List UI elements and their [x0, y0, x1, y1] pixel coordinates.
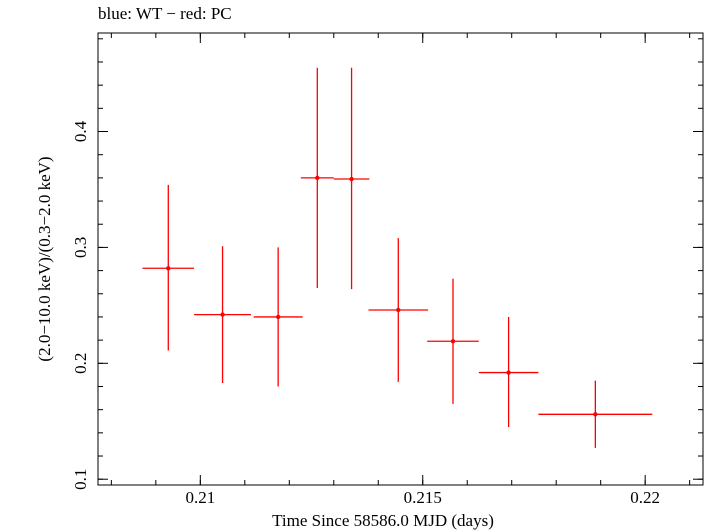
data-point	[396, 307, 401, 313]
data-point	[506, 370, 511, 375]
y-tick-label: 0.4	[71, 120, 90, 142]
data-point	[220, 312, 225, 317]
y-tick-label: 0.3	[71, 237, 90, 258]
y-tick-label: 0.1	[71, 469, 90, 490]
x-axis-label: Time Since 58586.0 MJD (days)	[272, 511, 494, 530]
x-tick-label: 0.215	[404, 488, 442, 507]
data-point	[315, 175, 320, 181]
y-axis-label: (2.0−10.0 keV)/(0.3−2.0 keV)	[35, 156, 54, 361]
plot-frame	[97, 32, 704, 486]
y-tick-label: 0.2	[71, 353, 90, 374]
data-point	[349, 176, 354, 182]
chart-title: blue: WT − red: PC	[98, 4, 232, 23]
x-tick-label: 0.22	[630, 488, 660, 507]
x-tick-label: 0.21	[185, 488, 215, 507]
data-point	[593, 412, 598, 417]
data-point	[450, 339, 456, 344]
data-point	[166, 266, 171, 271]
data-point	[275, 314, 281, 320]
